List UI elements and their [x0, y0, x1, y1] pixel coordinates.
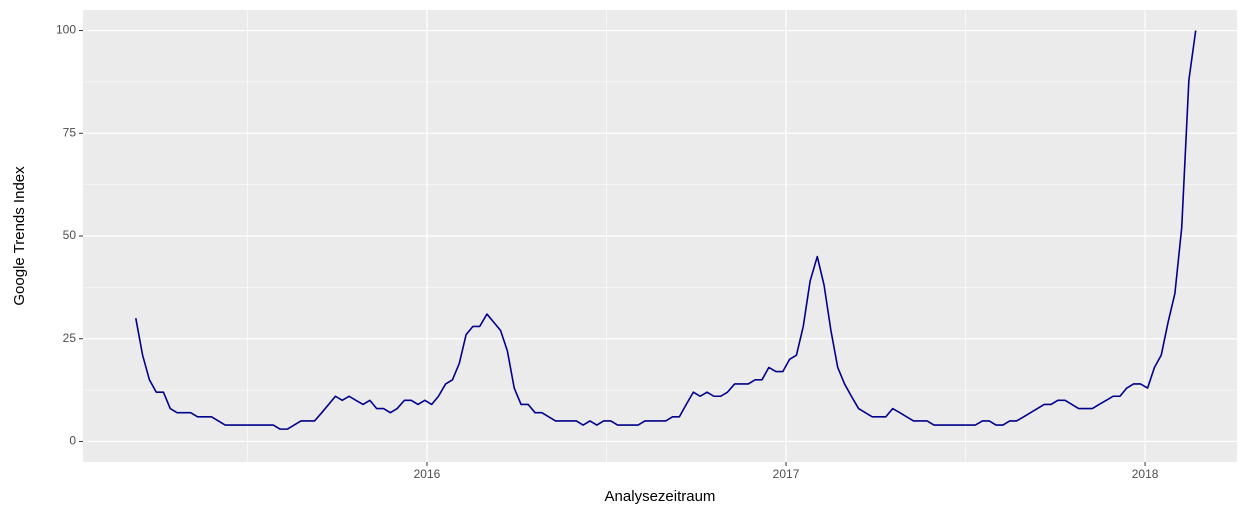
- y-tick-label: 75: [63, 125, 77, 139]
- y-tick-label: 25: [63, 331, 77, 345]
- line: [134, 30, 1197, 430]
- y-axis-title: Google Trends Index: [11, 166, 28, 306]
- x-tick-label: 2017: [773, 467, 800, 481]
- x-tick-label: 2018: [1132, 467, 1159, 481]
- y-tick-label: 50: [63, 228, 77, 242]
- y-tick-label: 0: [69, 434, 76, 448]
- x-axis-title: Analysezeitraum: [605, 488, 716, 505]
- x-tick-label: 2016: [414, 467, 441, 481]
- y-tick-label: 100: [56, 23, 76, 37]
